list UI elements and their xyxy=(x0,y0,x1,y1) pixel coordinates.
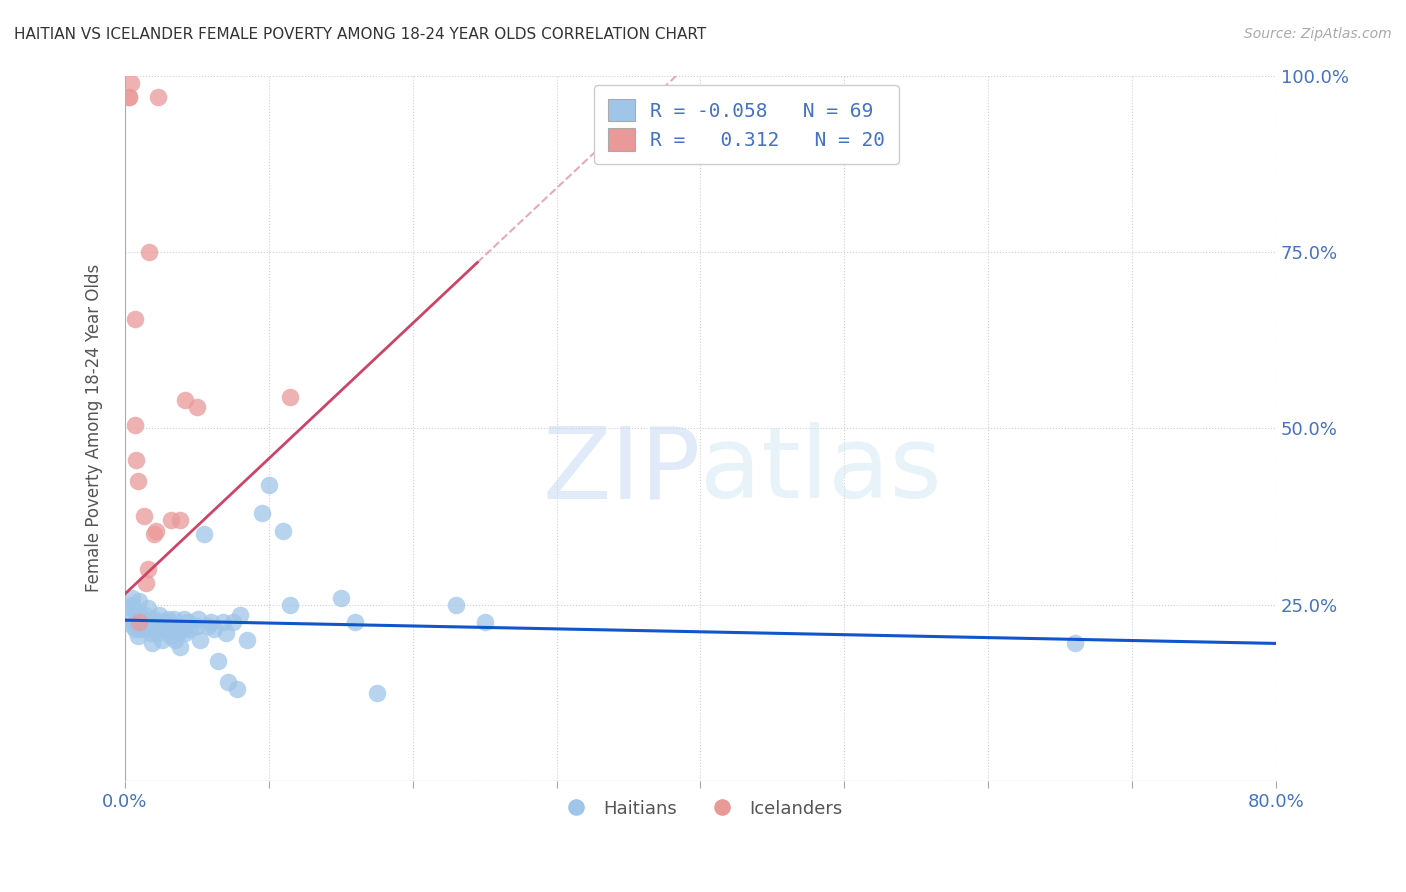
Point xyxy=(142,527,165,541)
Point xyxy=(138,244,160,259)
Point xyxy=(207,654,229,668)
Point xyxy=(128,619,150,633)
Point xyxy=(217,675,239,690)
Point xyxy=(159,615,181,630)
Point xyxy=(146,89,169,103)
Point xyxy=(132,509,155,524)
Point xyxy=(146,625,169,640)
Point xyxy=(257,477,280,491)
Point xyxy=(271,524,294,538)
Point xyxy=(128,615,150,630)
Point xyxy=(153,615,176,630)
Point xyxy=(138,619,160,633)
Point xyxy=(131,612,153,626)
Point xyxy=(229,608,252,623)
Point xyxy=(202,623,225,637)
Point xyxy=(160,513,183,527)
Point xyxy=(474,615,496,630)
Point xyxy=(122,619,145,633)
Point xyxy=(149,619,172,633)
Point xyxy=(124,417,146,432)
Point xyxy=(156,612,179,626)
Text: HAITIAN VS ICELANDER FEMALE POVERTY AMONG 18-24 YEAR OLDS CORRELATION CHART: HAITIAN VS ICELANDER FEMALE POVERTY AMON… xyxy=(14,27,706,42)
Point xyxy=(174,392,197,407)
Point xyxy=(152,623,174,637)
Point xyxy=(125,453,148,467)
Point xyxy=(148,608,170,623)
Point xyxy=(169,513,191,527)
Point xyxy=(193,527,215,541)
Point xyxy=(135,576,157,591)
Point xyxy=(121,598,143,612)
Legend: Haitians, Icelanders: Haitians, Icelanders xyxy=(551,792,849,825)
Point xyxy=(173,612,195,626)
Point xyxy=(278,390,301,404)
Point xyxy=(236,632,259,647)
Point xyxy=(120,76,142,90)
Point xyxy=(179,623,201,637)
Point xyxy=(118,612,141,626)
Point xyxy=(226,682,249,697)
Point xyxy=(187,612,209,626)
Point xyxy=(444,598,467,612)
Point xyxy=(125,605,148,619)
Point xyxy=(186,619,208,633)
Text: atlas: atlas xyxy=(700,422,942,519)
Point xyxy=(150,632,173,647)
Point xyxy=(169,640,191,654)
Point xyxy=(127,474,149,488)
Point xyxy=(127,629,149,643)
Point xyxy=(165,632,187,647)
Point xyxy=(128,594,150,608)
Point xyxy=(145,524,167,538)
Y-axis label: Female Poverty Among 18-24 Year Olds: Female Poverty Among 18-24 Year Olds xyxy=(86,264,103,592)
Point xyxy=(118,89,141,103)
Point xyxy=(278,598,301,612)
Point xyxy=(129,623,152,637)
Point xyxy=(120,601,142,615)
Point xyxy=(211,615,233,630)
Point xyxy=(200,615,222,630)
Point xyxy=(139,625,162,640)
Point xyxy=(366,686,388,700)
Point xyxy=(143,615,166,630)
Point xyxy=(197,619,219,633)
Point xyxy=(124,312,146,326)
Point xyxy=(188,632,211,647)
Point xyxy=(128,608,150,623)
Text: Source: ZipAtlas.com: Source: ZipAtlas.com xyxy=(1244,27,1392,41)
Point xyxy=(177,615,200,630)
Point xyxy=(142,612,165,626)
Point xyxy=(250,506,273,520)
Point xyxy=(1063,636,1085,650)
Point xyxy=(132,615,155,630)
Point xyxy=(124,623,146,637)
Point xyxy=(124,615,146,630)
Point xyxy=(172,623,194,637)
Point xyxy=(141,636,163,650)
Point xyxy=(136,562,159,576)
Point xyxy=(136,601,159,615)
Point xyxy=(222,615,245,630)
Point xyxy=(160,629,183,643)
Text: ZIP: ZIP xyxy=(543,422,700,519)
Point xyxy=(344,615,367,630)
Point xyxy=(135,623,157,637)
Point xyxy=(174,625,197,640)
Point xyxy=(166,623,188,637)
Point xyxy=(118,89,141,103)
Point xyxy=(145,619,167,633)
Point xyxy=(186,400,208,414)
Point xyxy=(329,591,352,605)
Point xyxy=(214,625,236,640)
Point xyxy=(162,623,184,637)
Point xyxy=(121,591,143,605)
Point xyxy=(167,625,190,640)
Point xyxy=(163,612,186,626)
Point xyxy=(134,608,156,623)
